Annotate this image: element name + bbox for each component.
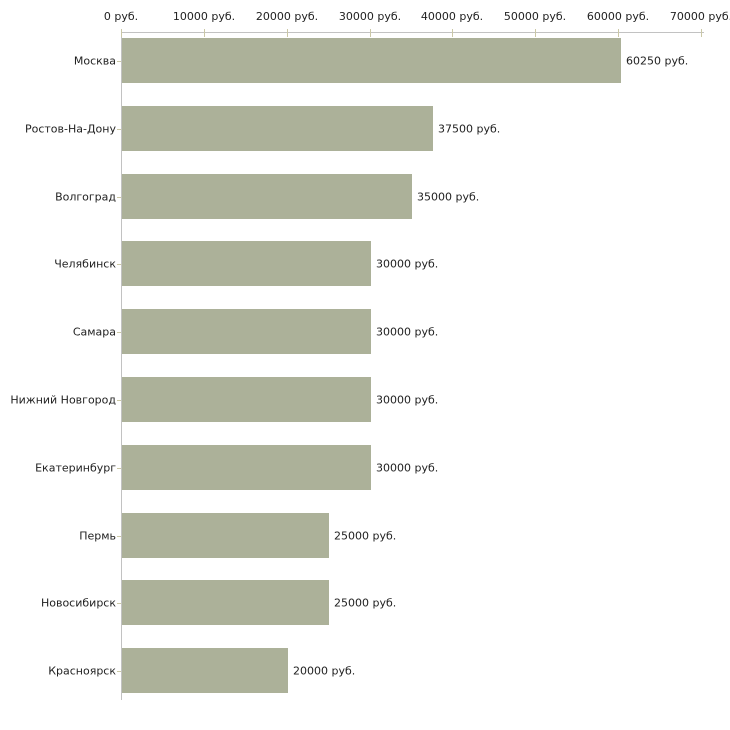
category-label: Москва [73, 54, 116, 67]
category-tick-mark [117, 197, 121, 198]
category-label: Нижний Новгород [10, 393, 116, 406]
bar-value-label: 60250 руб. [626, 54, 689, 67]
x-axis-tick-label: 20000 руб. [255, 10, 319, 23]
bar [122, 648, 288, 693]
x-axis-tick-mark [287, 29, 288, 37]
bar [122, 241, 371, 286]
bar [122, 513, 329, 558]
category-label: Пермь [79, 529, 116, 542]
category-tick-mark [117, 603, 121, 604]
x-axis-tick-mark [535, 29, 536, 37]
bar [122, 580, 329, 625]
x-axis-tick-mark [452, 29, 453, 37]
bar-value-label: 25000 руб. [334, 529, 397, 542]
category-tick-mark [117, 61, 121, 62]
category-label: Красноярск [48, 664, 116, 677]
bar-value-label: 35000 руб. [417, 190, 480, 203]
category-label: Волгоград [55, 190, 116, 203]
x-axis-tick-label: 60000 руб. [586, 10, 650, 23]
y-axis-line [121, 32, 122, 700]
category-tick-mark [117, 332, 121, 333]
x-axis-tick-label: 0 руб. [103, 10, 139, 23]
bar [122, 309, 371, 354]
bar-value-label: 25000 руб. [334, 596, 397, 609]
bar [122, 106, 433, 151]
category-tick-mark [117, 264, 121, 265]
category-label: Новосибирск [40, 596, 116, 609]
x-axis-tick-mark [701, 29, 702, 37]
x-axis-tick-label: 10000 руб. [172, 10, 236, 23]
category-label: Самара [72, 325, 116, 338]
bar-value-label: 30000 руб. [376, 393, 439, 406]
bar-value-label: 20000 руб. [293, 664, 356, 677]
x-axis-line [121, 32, 704, 33]
bar [122, 38, 621, 83]
x-axis-tick-mark [618, 29, 619, 37]
x-axis-tick-label: 50000 руб. [503, 10, 567, 23]
bar [122, 377, 371, 422]
category-tick-mark [117, 400, 121, 401]
bar [122, 174, 412, 219]
category-tick-mark [117, 129, 121, 130]
bar-value-label: 37500 руб. [438, 122, 501, 135]
category-label: Ростов-На-Дону [24, 122, 116, 135]
bar [122, 445, 371, 490]
x-axis-tick-mark [204, 29, 205, 37]
category-label: Челябинск [54, 257, 116, 270]
x-axis-tick-label: 70000 руб. [669, 10, 730, 23]
category-label: Екатеринбург [35, 461, 116, 474]
bar-value-label: 30000 руб. [376, 257, 439, 270]
category-tick-mark [117, 468, 121, 469]
x-axis-tick-label: 30000 руб. [338, 10, 402, 23]
category-tick-mark [117, 671, 121, 672]
x-axis-tick-mark [370, 29, 371, 37]
category-tick-mark [117, 536, 121, 537]
bar-value-label: 30000 руб. [376, 325, 439, 338]
x-axis-tick-label: 40000 руб. [420, 10, 484, 23]
x-axis-tick-mark [121, 29, 122, 37]
bar-value-label: 30000 руб. [376, 461, 439, 474]
